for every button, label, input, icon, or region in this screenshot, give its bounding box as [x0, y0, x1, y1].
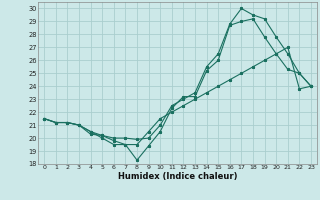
X-axis label: Humidex (Indice chaleur): Humidex (Indice chaleur) — [118, 172, 237, 181]
